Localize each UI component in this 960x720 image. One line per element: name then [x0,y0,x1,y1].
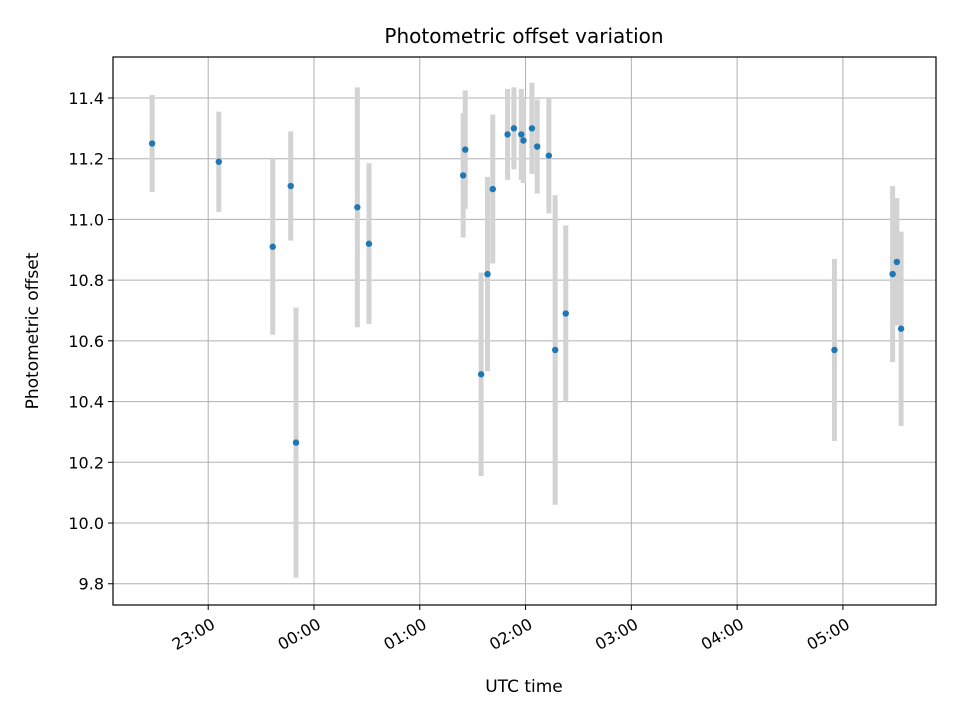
data-point [287,182,294,190]
data-point [477,371,485,378]
data-point [562,310,569,317]
y-tick-label: 10.2 [68,453,104,472]
chart-title: Photometric offset variation [384,24,663,48]
data-point [510,125,518,132]
data-point [893,258,901,266]
plot-frame [112,56,937,606]
data-point [551,346,559,354]
y-tick-label: 11.0 [68,210,104,229]
data-point [215,158,222,165]
data-point [148,140,156,147]
data-point [292,439,300,446]
y-axis: 9.8 10.0 10.2 10.4 10.6 10.8 11.0 11.2 11.4 [68,89,113,594]
data-point [269,243,276,250]
x-axis-label: UTC time [485,677,563,697]
y-tick-label: 9.8 [79,575,104,594]
y-tick-label: 10.4 [68,393,104,412]
y-tick-label: 11.4 [68,89,104,108]
data-point [520,137,527,144]
y-axis-label: Photometric offset [23,252,43,409]
y-tick-label: 11.2 [68,150,104,169]
data-point [545,152,553,159]
data-point [518,131,525,138]
data-point [489,185,496,193]
data-point [528,125,536,132]
data-point [889,270,896,278]
data-point [462,146,469,153]
data-point [831,346,838,354]
data-point [504,131,511,138]
data-point [533,143,541,150]
y-tick-label: 10.6 [68,332,104,351]
data-point [897,325,905,332]
data-point [459,172,467,179]
data-point [484,270,491,278]
data-point [365,240,373,247]
data-point [354,204,361,211]
data-points [148,125,905,446]
y-tick-label: 10.8 [68,271,104,290]
y-tick-label: 10.0 [68,514,104,533]
